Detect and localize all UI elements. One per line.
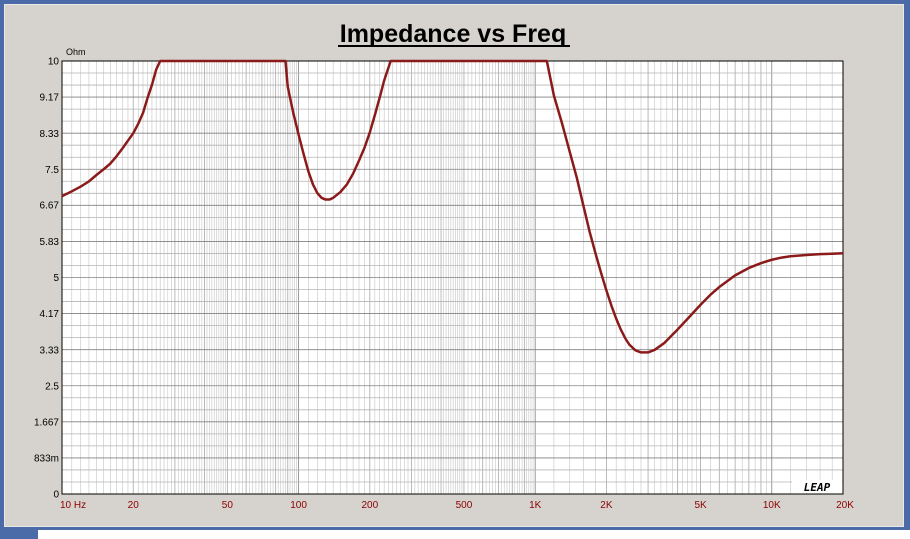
y-tick-label: 10	[48, 57, 60, 68]
watermark-bg	[792, 480, 842, 493]
x-tick-label: 100	[290, 500, 307, 511]
bottom-strip	[38, 530, 910, 539]
y-tick-label: 0	[53, 490, 59, 501]
leap-watermark: LEAP	[804, 481, 831, 494]
bottom-frame-edge	[0, 530, 38, 539]
x-tick-label: 20	[128, 500, 140, 511]
y-tick-label: 833m	[34, 453, 59, 464]
y-tick-label: 6.67	[40, 201, 60, 212]
y-tick-label: 5.83	[40, 237, 60, 248]
chart-title: Impedance vs Freq	[340, 20, 566, 48]
y-tick-label: 8.33	[40, 129, 60, 140]
y-axis-unit-label: Ohm	[66, 47, 86, 57]
x-tick-label: 1K	[529, 500, 542, 511]
y-tick-label: 5	[53, 273, 59, 284]
x-tick-label: 10 Hz	[60, 500, 86, 511]
y-tick-label: 9.17	[40, 92, 60, 103]
impedance-curve	[61, 59, 844, 354]
y-tick-label: 3.33	[40, 345, 60, 356]
y-tick-labels: 10 9.17 8.33 7.5 6.67 5.83 5 4.17 3.33 2.5 1.667 83…	[34, 57, 59, 501]
x-tick-label: 500	[456, 500, 473, 511]
x-tick-label: 2K	[600, 500, 613, 511]
x-tick-label: 20K	[836, 500, 854, 511]
x-tick-labels: 10 Hz 20 50 100 200 500 1K 2K 5K 10K 20K	[60, 500, 854, 511]
x-tick-label: 200	[361, 500, 378, 511]
x-tick-label: 10K	[763, 500, 781, 511]
x-tick-label: 50	[222, 500, 234, 511]
y-tick-label: 4.17	[40, 309, 60, 320]
grid-lines	[61, 60, 844, 495]
y-tick-label: 7.5	[45, 165, 59, 176]
y-tick-label: 1.667	[34, 417, 59, 428]
x-tick-label: 5K	[694, 500, 707, 511]
y-tick-label: 2.5	[45, 381, 59, 392]
